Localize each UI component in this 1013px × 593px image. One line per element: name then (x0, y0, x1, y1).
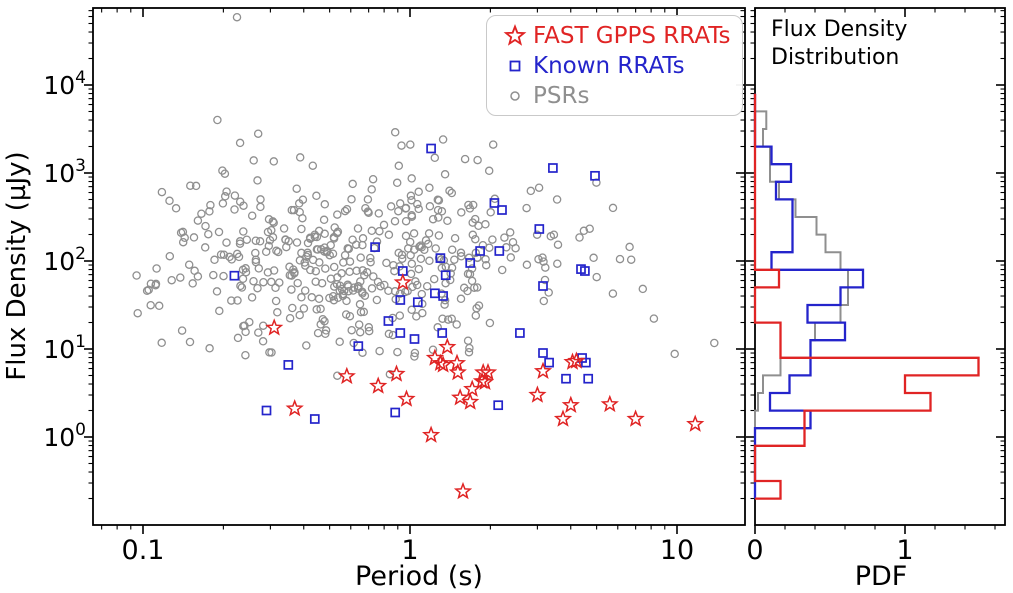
x-axis-label-period: Period (s) (355, 561, 483, 592)
panel-spines (754, 7, 1006, 526)
y-tick-label: 104 (43, 68, 86, 100)
histogram-title-line1: Flux Density (771, 17, 908, 42)
square-icon (497, 59, 533, 73)
circle-icon (497, 89, 533, 103)
x-tick-label: 1 (401, 535, 418, 566)
legend-label-psrs: PSRs (533, 83, 590, 109)
x-tick-label: 0 (746, 535, 763, 566)
legend: FAST GPPS RRATs Known RRATs PSRs (486, 15, 743, 116)
legend-label-known-rrats: Known RRATs (533, 53, 685, 79)
y-axis-label: Flux Density (µJy) (2, 151, 32, 381)
y-tick-label: 103 (43, 156, 86, 188)
legend-label-fast-gpps-rrats: FAST GPPS RRATs (533, 23, 731, 49)
fast-rrat-points (265, 272, 705, 500)
legend-row-fast-gpps-rrats: FAST GPPS RRATs (497, 21, 742, 51)
psr-points (132, 12, 719, 380)
panel-spines (92, 7, 746, 526)
x-axis-label-pdf: PDF (854, 561, 908, 592)
legend-row-known-rrats: Known RRATs (497, 51, 742, 81)
x-tick-label: 10 (660, 535, 694, 566)
star-icon (497, 24, 533, 48)
histogram-title: Flux Density Distribution (771, 16, 907, 72)
legend-row-psrs: PSRs (497, 81, 742, 111)
y-tick-label: 101 (43, 332, 86, 364)
scatter-points (132, 12, 719, 500)
x-tick-label: 0.1 (122, 535, 165, 566)
pdf-histogram-known-rrats (753, 93, 865, 499)
pdf-histogram-fast-rrats (753, 93, 980, 500)
histogram-title-line2: Distribution (771, 45, 900, 70)
y-tick-label: 100 (43, 420, 86, 452)
x-tick-label: 1 (896, 535, 913, 566)
pdf-histogram-psrs (754, 93, 849, 499)
y-tick-label: 102 (43, 244, 86, 276)
